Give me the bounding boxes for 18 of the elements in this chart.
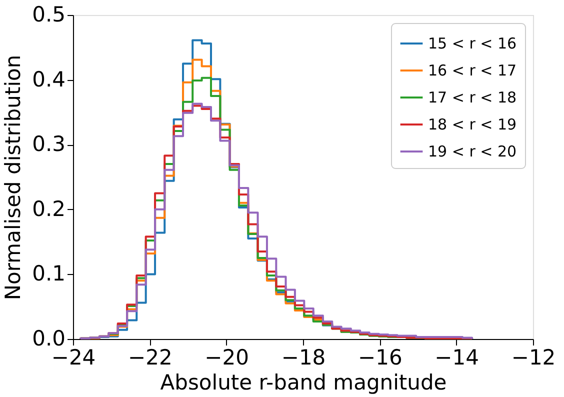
y-tick-label: 0.3	[32, 132, 66, 156]
x-tick-label: −22	[128, 346, 172, 370]
y-tick-label: 0.5	[32, 2, 66, 26]
legend-label: 15 < r < 16	[428, 34, 517, 52]
x-tick-label: −12	[511, 346, 556, 370]
legend-label: 17 < r < 18	[428, 88, 517, 106]
legend-label: 18 < r < 19	[428, 116, 517, 134]
x-axis-title: Absolute r-band magnitude	[160, 370, 447, 394]
x-tick-label: −18	[281, 346, 326, 370]
y-tick-label: 0.4	[32, 67, 66, 92]
x-tick-label: −14	[434, 346, 479, 370]
legend-label: 16 < r < 17	[428, 62, 517, 80]
y-tick-label: 0.1	[32, 262, 66, 286]
legend-label: 19 < r < 20	[428, 142, 517, 160]
y-axis-title: Normalised distribution	[1, 54, 26, 300]
x-tick-label: −16	[358, 346, 402, 370]
x-tick-label: −20	[204, 346, 249, 370]
y-tick-label: 0.2	[32, 196, 66, 221]
